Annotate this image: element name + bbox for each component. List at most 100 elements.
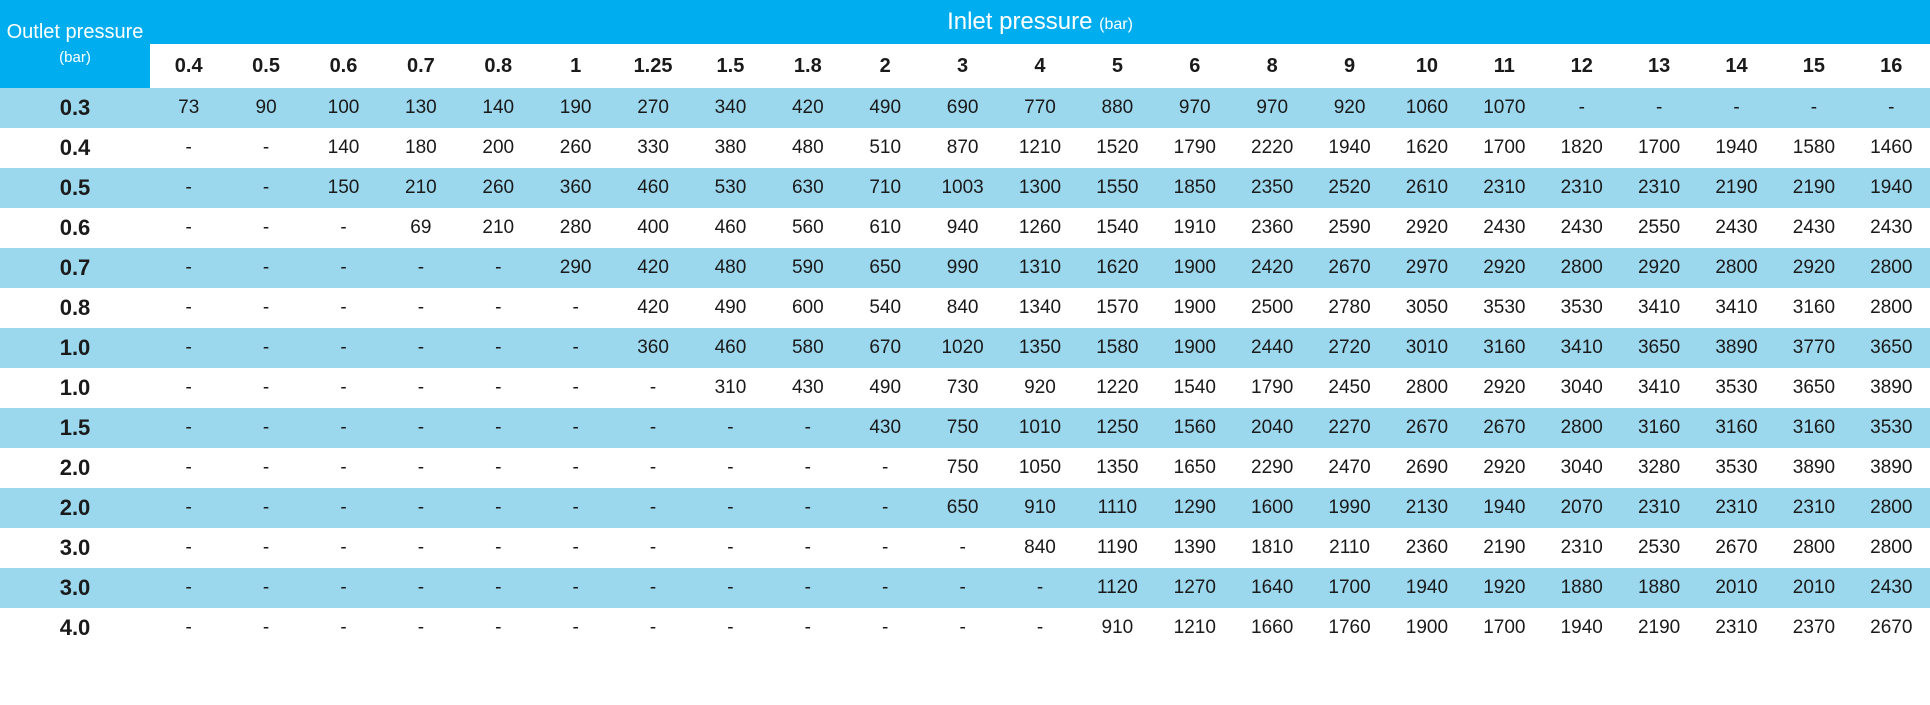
data-cell: 2690 — [1388, 448, 1465, 488]
data-cell: - — [537, 328, 614, 368]
data-cell: 2470 — [1311, 448, 1388, 488]
data-cell: - — [305, 408, 382, 448]
data-cell: 2550 — [1620, 208, 1697, 248]
data-cell: 3650 — [1620, 328, 1697, 368]
data-cell: - — [924, 528, 1001, 568]
column-header: 0.5 — [227, 44, 304, 88]
data-cell: 530 — [692, 168, 769, 208]
column-header: 5 — [1079, 44, 1156, 88]
data-cell: 690 — [924, 88, 1001, 128]
data-cell: - — [382, 248, 459, 288]
data-cell: 870 — [924, 128, 1001, 168]
data-cell: 3890 — [1775, 448, 1852, 488]
data-cell: 1110 — [1079, 488, 1156, 528]
data-cell: 3530 — [1853, 408, 1930, 448]
data-cell: 2070 — [1543, 488, 1620, 528]
row-header: 3.0 — [0, 528, 150, 568]
data-cell: 1350 — [1001, 328, 1078, 368]
data-cell: - — [460, 368, 537, 408]
data-cell: 1920 — [1466, 568, 1543, 608]
data-cell: - — [847, 528, 924, 568]
data-cell: 2450 — [1311, 368, 1388, 408]
data-cell: 340 — [692, 88, 769, 128]
data-cell: 2800 — [1543, 248, 1620, 288]
data-cell: - — [305, 448, 382, 488]
data-cell: - — [305, 248, 382, 288]
column-header: 10 — [1388, 44, 1465, 88]
data-cell: - — [150, 328, 227, 368]
data-cell: 2800 — [1853, 248, 1930, 288]
row-header: 0.3 — [0, 88, 150, 128]
data-cell: 2430 — [1775, 208, 1852, 248]
data-cell: 2190 — [1775, 168, 1852, 208]
data-cell: 1990 — [1311, 488, 1388, 528]
data-cell: - — [460, 288, 537, 328]
data-cell: - — [924, 608, 1001, 648]
data-cell: 150 — [305, 168, 382, 208]
data-cell: - — [382, 408, 459, 448]
data-cell: 490 — [847, 88, 924, 128]
data-cell: 840 — [924, 288, 1001, 328]
data-cell: - — [382, 568, 459, 608]
data-cell: 2800 — [1388, 368, 1465, 408]
data-cell: 1880 — [1543, 568, 1620, 608]
data-cell: - — [460, 568, 537, 608]
data-cell: 3160 — [1775, 408, 1852, 448]
data-cell: 360 — [537, 168, 614, 208]
data-cell: 3010 — [1388, 328, 1465, 368]
row-header: 2.0 — [0, 448, 150, 488]
data-cell: 270 — [614, 88, 691, 128]
data-cell: 2920 — [1388, 208, 1465, 248]
data-cell: - — [614, 528, 691, 568]
table-row: 1.0-------310430490730920122015401790245… — [0, 368, 1930, 408]
row-header: 0.4 — [0, 128, 150, 168]
data-cell: 3160 — [1775, 288, 1852, 328]
data-cell: 2670 — [1698, 528, 1775, 568]
data-cell: 1900 — [1156, 248, 1233, 288]
data-cell: - — [769, 608, 846, 648]
data-cell: 2310 — [1543, 528, 1620, 568]
data-cell: 2040 — [1233, 408, 1310, 448]
data-cell: 3530 — [1698, 448, 1775, 488]
data-cell: - — [1853, 88, 1930, 128]
table-row: 3.0------------1120127016401700194019201… — [0, 568, 1930, 608]
data-cell: 1290 — [1156, 488, 1233, 528]
data-cell: 2430 — [1853, 568, 1930, 608]
data-cell: 920 — [1311, 88, 1388, 128]
column-header: 11 — [1466, 44, 1543, 88]
data-cell: 1940 — [1311, 128, 1388, 168]
column-header: 12 — [1543, 44, 1620, 88]
data-cell: - — [382, 288, 459, 328]
column-header: 0.8 — [460, 44, 537, 88]
data-cell: 3410 — [1620, 368, 1697, 408]
data-cell: - — [847, 568, 924, 608]
data-cell: 2520 — [1311, 168, 1388, 208]
row-header: 4.0 — [0, 608, 150, 648]
data-cell: 1060 — [1388, 88, 1465, 128]
data-cell: 3040 — [1543, 368, 1620, 408]
data-cell: 750 — [924, 408, 1001, 448]
row-header: 0.8 — [0, 288, 150, 328]
data-cell: 290 — [537, 248, 614, 288]
data-cell: - — [227, 128, 304, 168]
data-cell: 1350 — [1079, 448, 1156, 488]
data-cell: 2430 — [1466, 208, 1543, 248]
data-cell: - — [150, 208, 227, 248]
data-cell: 1700 — [1620, 128, 1697, 168]
data-cell: 2530 — [1620, 528, 1697, 568]
data-cell: - — [847, 448, 924, 488]
data-cell: 480 — [769, 128, 846, 168]
data-cell: 3530 — [1698, 368, 1775, 408]
data-cell: 69 — [382, 208, 459, 248]
data-cell: 2360 — [1233, 208, 1310, 248]
data-cell: - — [382, 608, 459, 648]
data-cell: 610 — [847, 208, 924, 248]
data-cell: - — [382, 528, 459, 568]
data-cell: 2310 — [1775, 488, 1852, 528]
data-cell: 140 — [460, 88, 537, 128]
data-cell: 1540 — [1156, 368, 1233, 408]
data-cell: - — [150, 608, 227, 648]
table-header: Outlet pressure (bar) Inlet pressure (ba… — [0, 0, 1930, 88]
data-cell: 2360 — [1388, 528, 1465, 568]
data-cell: 2720 — [1311, 328, 1388, 368]
